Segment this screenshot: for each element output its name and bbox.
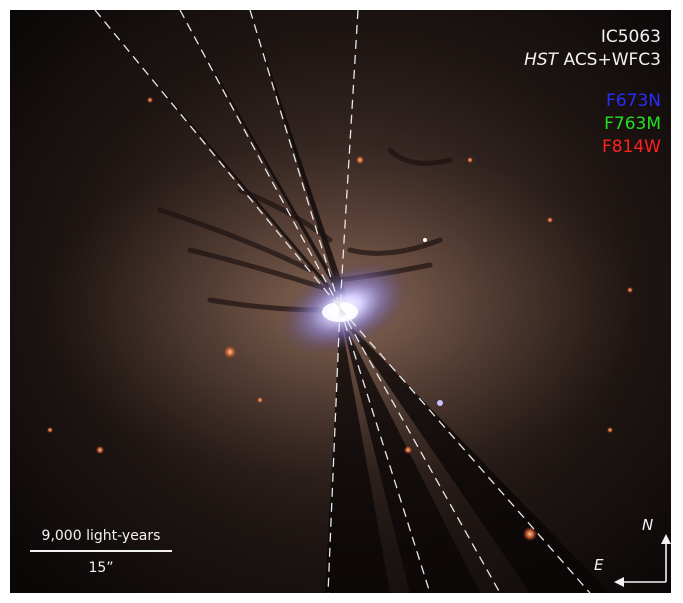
scale-distance-label: 9,000 light-years — [41, 528, 161, 544]
instrument-label: HST ACS+WFC3 — [524, 49, 661, 72]
instrument-suffix: ACS+WFC3 — [558, 50, 661, 70]
scale-bar: 9,000 light-years 15” — [30, 528, 172, 576]
compass-east: E — [594, 556, 604, 574]
compass-north: N — [642, 516, 654, 534]
instrument-prefix: HST — [524, 50, 559, 70]
scale-angle-label: 15” — [88, 560, 114, 576]
filter-blue: F673N — [606, 91, 661, 111]
galaxy-photo — [10, 10, 671, 593]
filter-green: F763M — [604, 114, 661, 134]
compass-arrows-icon — [614, 534, 671, 587]
filter-legend: F673N F763M F814W — [602, 90, 661, 159]
object-name: IC5063 — [600, 27, 661, 47]
filter-red: F814W — [601, 137, 661, 157]
compass: N E — [590, 510, 671, 590]
title-block: IC5063 HST ACS+WFC3 — [524, 26, 661, 72]
astronomy-image: IC5063 HST ACS+WFC3 F673N F763M F814W 9,… — [10, 10, 671, 593]
scale-line — [30, 550, 172, 552]
